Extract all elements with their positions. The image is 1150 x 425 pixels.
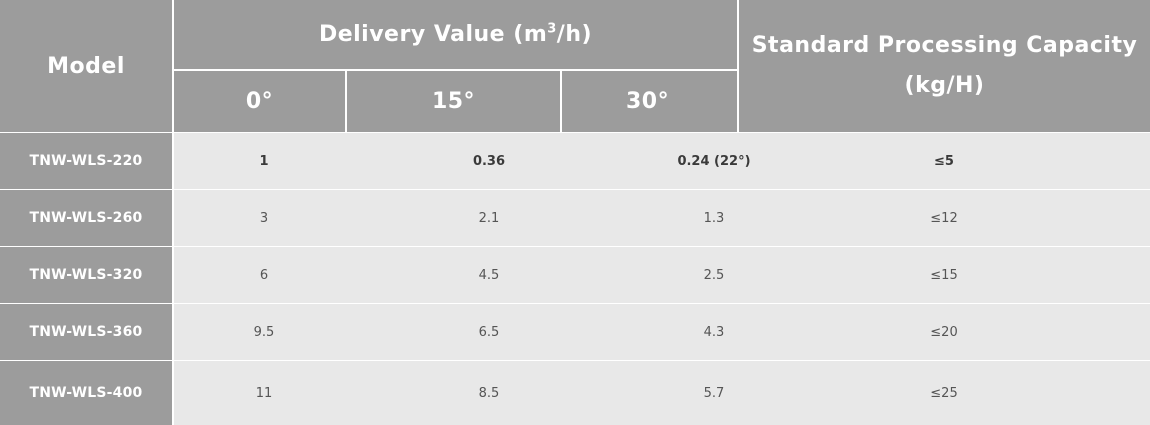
delivery-value-superscript: 3 xyxy=(547,21,557,37)
table-row: 3 2.1 1.3 ≤12 xyxy=(174,190,1150,246)
table-row: 1 0.36 0.24 (22°) ≤5 xyxy=(174,133,1150,189)
delivery-value-prefix: Delivery Value (m xyxy=(318,22,548,47)
value-30-deg: 4.3 xyxy=(703,324,725,340)
row-model-cell: TNW-WLS-360 xyxy=(0,304,172,360)
value-0-deg: 11 xyxy=(255,385,273,401)
header-angle-0: 0° xyxy=(174,71,345,132)
header-delivery-value: Delivery Value (m3/h) xyxy=(174,0,737,69)
row-model-label: TNW-WLS-260 xyxy=(29,210,143,226)
value-capacity: ≤20 xyxy=(930,324,958,340)
value-30-deg: 1.3 xyxy=(703,210,725,226)
row-model-cell: TNW-WLS-260 xyxy=(0,190,172,246)
header-capacity-line2: (kg/H) xyxy=(904,73,985,98)
value-capacity: ≤25 xyxy=(930,385,958,401)
row-model-cell: TNW-WLS-320 xyxy=(0,247,172,303)
value-15-deg: 4.5 xyxy=(478,267,500,283)
value-0-deg: 9.5 xyxy=(253,324,275,340)
header-model: Model xyxy=(0,0,172,132)
value-15-deg: 6.5 xyxy=(478,324,500,340)
value-15-deg: 0.36 xyxy=(472,153,506,169)
header-capacity-line1: Standard Processing Capacity xyxy=(751,33,1138,58)
value-30-deg: 2.5 xyxy=(703,267,725,283)
value-30-deg: 0.24 (22°) xyxy=(677,153,751,169)
header-angle-15-label: 15° xyxy=(431,89,476,114)
value-15-deg: 2.1 xyxy=(478,210,500,226)
value-capacity: ≤5 xyxy=(934,153,954,169)
row-model-label: TNW-WLS-400 xyxy=(29,385,143,401)
value-30-deg: 5.7 xyxy=(703,385,725,401)
value-0-deg: 1 xyxy=(259,153,269,169)
value-15-deg: 8.5 xyxy=(478,385,500,401)
value-0-deg: 6 xyxy=(259,267,269,283)
row-model-cell: TNW-WLS-400 xyxy=(0,361,172,425)
value-0-deg: 3 xyxy=(259,210,269,226)
value-capacity: ≤12 xyxy=(930,210,958,226)
row-model-cell: TNW-WLS-220 xyxy=(0,133,172,189)
row-model-label: TNW-WLS-320 xyxy=(29,267,143,283)
table-row: 6 4.5 2.5 ≤15 xyxy=(174,247,1150,303)
table-row: 11 8.5 5.7 ≤25 xyxy=(174,361,1150,425)
header-angle-15: 15° xyxy=(347,71,560,132)
header-angle-0-label: 0° xyxy=(245,89,274,114)
header-delivery-value-label: Delivery Value (m3/h) xyxy=(319,22,592,47)
row-model-label: TNW-WLS-360 xyxy=(29,324,143,340)
header-angle-30-label: 30° xyxy=(626,89,670,114)
value-capacity: ≤15 xyxy=(930,267,958,283)
table-row: 9.5 6.5 4.3 ≤20 xyxy=(174,304,1150,360)
delivery-value-suffix: /h) xyxy=(556,22,593,47)
header-model-label: Model xyxy=(47,53,125,79)
header-angle-30: 30° xyxy=(562,71,737,132)
header-capacity: Standard Processing Capacity (kg/H) xyxy=(739,0,1150,132)
row-model-label: TNW-WLS-220 xyxy=(29,153,143,169)
